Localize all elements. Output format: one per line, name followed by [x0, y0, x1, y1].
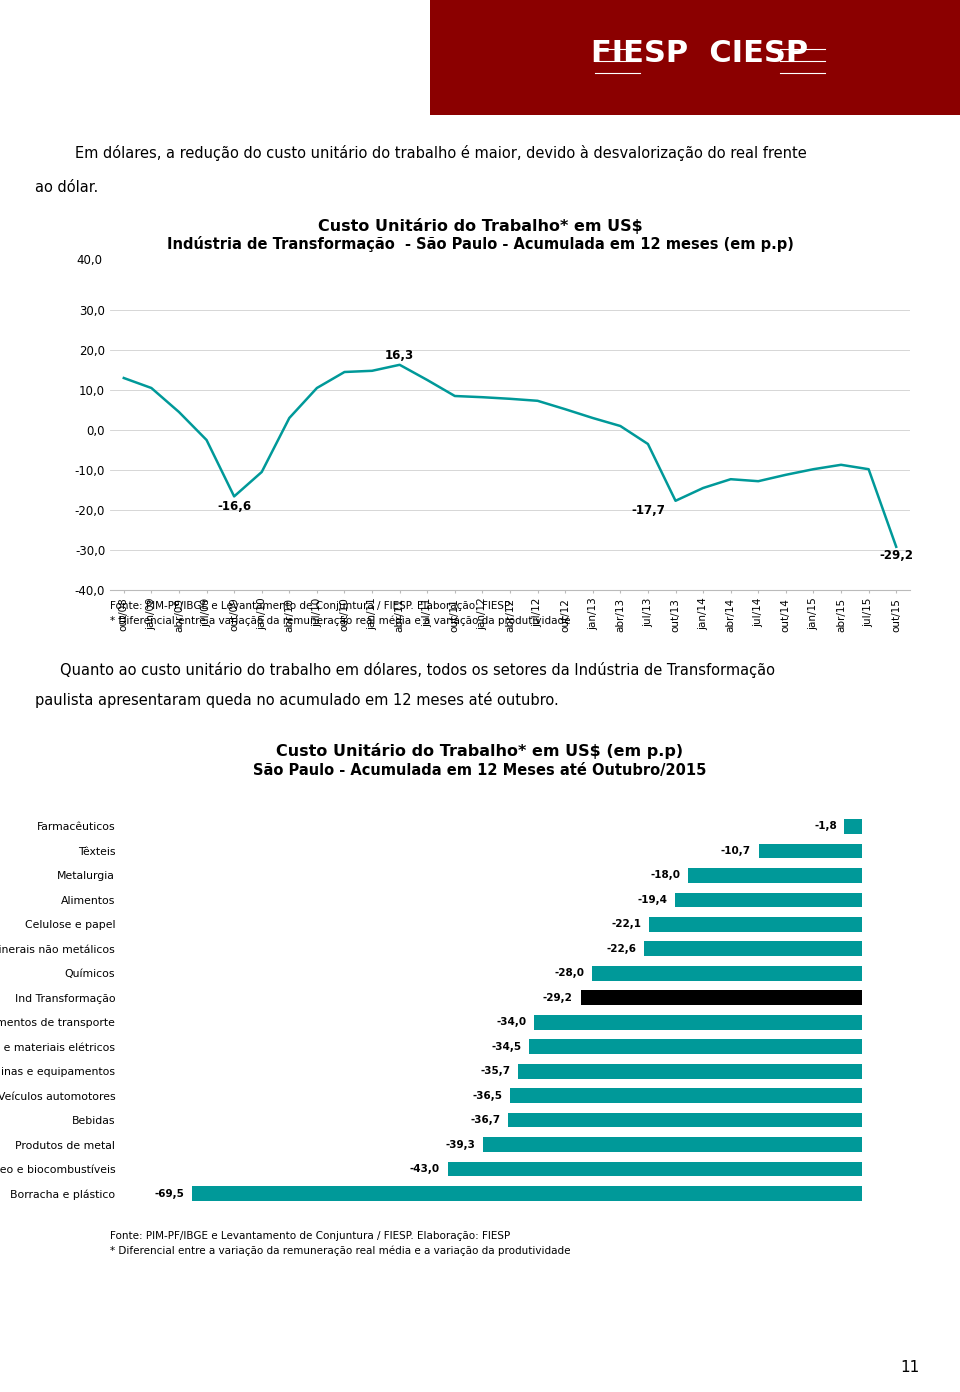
Text: -19,4: -19,4: [637, 895, 667, 905]
Text: Custo Unitário do Trabalho* em US$ (em p.p): Custo Unitário do Trabalho* em US$ (em p…: [276, 743, 684, 759]
Text: -35,7: -35,7: [480, 1066, 510, 1076]
Text: -22,6: -22,6: [607, 944, 636, 954]
Bar: [675, 892, 862, 908]
Text: Fonte: PIM-PF/IBGE e Levantamento de Conjuntura / FIESP. Elaboração: FIESP: Fonte: PIM-PF/IBGE e Levantamento de Con…: [110, 601, 511, 611]
Text: -43,0: -43,0: [410, 1164, 440, 1173]
Text: * Diferencial entre a variação da remuneração real média e a variação da produti: * Diferencial entre a variação da remune…: [110, 617, 570, 626]
Text: -10,7: -10,7: [721, 846, 751, 856]
Text: DEPECON: DEPECON: [20, 33, 213, 67]
Text: paulista apresentaram queda no acumulado em 12 meses até outubro.: paulista apresentaram queda no acumulado…: [35, 692, 559, 709]
Text: -16,6: -16,6: [217, 500, 252, 512]
Bar: [758, 844, 862, 859]
Bar: [447, 1162, 862, 1176]
Bar: [192, 1186, 862, 1201]
Text: * Diferencial entre a variação da remuneração real média e a variação da produti: * Diferencial entre a variação da remune…: [110, 1246, 570, 1257]
Text: -28,0: -28,0: [554, 969, 585, 979]
Text: -18,0: -18,0: [651, 870, 681, 880]
Text: -29,2: -29,2: [879, 548, 913, 562]
Text: Custo Unitário do Trabalho* em US$: Custo Unitário do Trabalho* em US$: [318, 219, 642, 234]
Bar: [430, 0, 960, 116]
Text: FIESP  CIESP: FIESP CIESP: [591, 39, 808, 67]
Bar: [508, 1112, 862, 1128]
Text: Fonte: PIM-PF/IBGE e Levantamento de Conjuntura / FIESP. Elaboração: FIESP: Fonte: PIM-PF/IBGE e Levantamento de Con…: [110, 1231, 511, 1242]
Text: ao dólar.: ao dólar.: [35, 180, 98, 195]
Bar: [510, 1089, 862, 1102]
Text: -17,7: -17,7: [631, 504, 665, 516]
Text: 16,3: 16,3: [385, 348, 414, 362]
Text: São Paulo - Acumulada em 12 Meses até Outubro/2015: São Paulo - Acumulada em 12 Meses até Ou…: [253, 763, 707, 778]
Text: -34,5: -34,5: [492, 1041, 521, 1052]
Bar: [845, 818, 862, 834]
Text: -22,1: -22,1: [612, 919, 641, 930]
Text: -36,5: -36,5: [472, 1091, 502, 1101]
Text: 11: 11: [900, 1360, 920, 1375]
Text: -29,2: -29,2: [543, 992, 573, 1002]
Bar: [530, 1040, 862, 1054]
Bar: [592, 966, 862, 980]
Text: Indústria de Transformação  - São Paulo - Acumulada em 12 meses (em p.p): Indústria de Transformação - São Paulo -…: [167, 237, 793, 252]
Text: -36,7: -36,7: [470, 1115, 500, 1125]
Text: -34,0: -34,0: [496, 1018, 527, 1027]
Text: 40,0: 40,0: [76, 253, 102, 267]
Text: Quanto ao custo unitário do trabalho em dólares, todos os setores da Indústria d: Quanto ao custo unitário do trabalho em …: [60, 663, 775, 678]
Bar: [535, 1015, 862, 1030]
Text: Em dólares, a redução do custo unitário do trabalho é maior, devido à desvaloriz: Em dólares, a redução do custo unitário …: [75, 145, 806, 161]
Bar: [688, 869, 862, 883]
Bar: [517, 1063, 862, 1079]
Text: e Estudos Econômicos: e Estudos Econômicos: [20, 75, 168, 88]
Text: -1,8: -1,8: [814, 821, 837, 831]
Bar: [649, 917, 862, 931]
Text: Departamento de Pesquisas: Departamento de Pesquisas: [20, 60, 206, 72]
Bar: [581, 991, 862, 1005]
Bar: [483, 1137, 862, 1153]
Text: -69,5: -69,5: [155, 1189, 184, 1199]
Text: -39,3: -39,3: [445, 1140, 475, 1150]
Bar: [644, 941, 862, 956]
